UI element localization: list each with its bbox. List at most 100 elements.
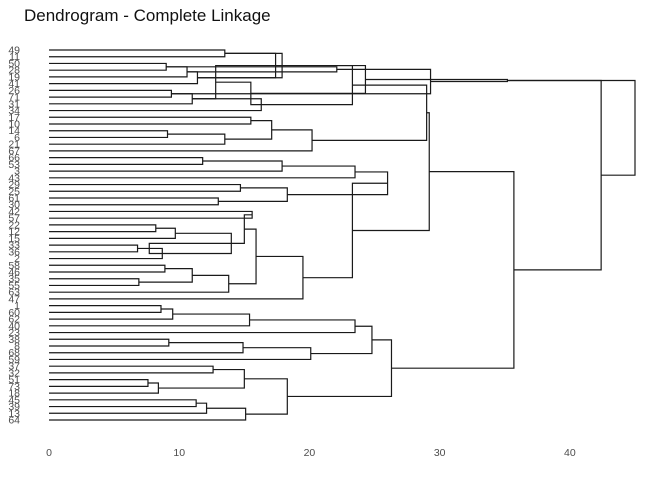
leaf-label: 73 [8,381,20,393]
leaf-label: 28 [8,65,20,77]
leaf-labels: 4911502819412671313417101462167665334329… [8,45,20,427]
merge-branch [49,247,163,260]
merge-branch [49,278,140,287]
leaf-label: 35 [8,273,20,285]
leaf-label: 22 [8,219,20,231]
leaf-label: 30 [8,199,20,211]
merge-branch [49,160,283,172]
leaf-label: 26 [8,85,20,97]
merge-branch [49,382,159,394]
merge-branch [49,399,197,408]
leaf-label: 59 [8,354,20,366]
leaf-label: 29 [8,179,20,191]
leaf-label: 32 [8,367,20,379]
merge-branch [49,224,157,233]
merge-branch [49,308,174,320]
leaf-label: 46 [8,267,20,279]
merge-branch [49,379,149,387]
leaf-label: 53 [8,159,20,171]
leaf-label: 11 [9,51,20,63]
leaf-label: 31 [8,98,20,110]
merge-branch [49,49,226,58]
merge-branch [166,66,338,73]
merge-branch [49,197,219,206]
merge-branch [49,71,199,85]
merge-branch [310,325,373,355]
leaf-label: 61 [8,193,20,205]
merge-branch [49,347,312,361]
leaf-label: 49 [8,45,20,57]
leaf-label: 18 [8,388,20,400]
merge-branch [49,244,139,253]
x-tick-label: 30 [434,447,446,459]
merge-branch [49,402,208,414]
merge-branch [49,165,356,179]
leaf-label: 66 [8,152,20,164]
leaf-label: 43 [8,172,20,184]
leaf-label: 68 [8,347,20,359]
leaf-label: 2 [14,253,20,265]
merge-branch [228,228,257,285]
leaf-label: 38 [8,334,20,346]
x-axis: 0 10 20 30 40 [46,447,576,459]
leaf-label: 34 [8,105,20,117]
merge-branch [148,242,232,255]
leaf-label: 64 [8,415,20,427]
merge-branch [49,157,204,165]
leaf-label: 8 [14,341,20,353]
leaf-label: 25 [8,186,20,198]
merge-branch [49,305,162,313]
leaf-label: 37 [8,361,20,373]
leaf-label: 71 [8,92,20,104]
leaf-label: 15 [8,233,20,245]
merge-branch [49,129,313,152]
merge-branch [391,171,515,369]
merge-branch [218,187,288,202]
chart-title: Dendrogram - Complete Linkage [24,6,271,25]
leaf-label: 47 [8,293,20,305]
merge-branch [49,319,356,334]
merge-branch [49,133,226,145]
leaf-label: 60 [8,307,20,319]
leaf-label: 51 [8,374,20,386]
leaf-label: 23 [8,327,20,339]
leaf-label: 42 [8,206,20,218]
merge-branch [49,342,244,354]
x-tick-label: 40 [564,447,576,459]
merge-branch [507,79,602,271]
merge-branch [49,93,193,105]
leaf-label: 55 [8,280,20,292]
x-tick-label: 20 [304,447,316,459]
merge-branch [49,365,214,374]
merge-branch [138,268,193,283]
leaf-label: 14 [8,125,20,137]
leaf-label: 6 [14,132,20,144]
merge-branch [49,116,252,125]
merge-branch [192,64,283,100]
leaf-label: 58 [8,260,20,272]
merge-branch [49,183,242,192]
merge-branch [49,407,247,421]
merge-branch [49,89,173,98]
merge-branch [49,255,304,300]
merge-branch [365,78,508,83]
merge-branch [49,62,167,71]
leaf-label: 41 [8,78,20,90]
merge-branch [49,98,262,112]
leaf-label: 33 [8,240,20,252]
leaf-label: 57 [8,213,20,225]
leaf-label: 3 [14,166,20,178]
leaf-label: 39 [8,401,20,413]
merge-branch [215,81,262,106]
leaf-label: 67 [8,145,20,157]
merge-branch [49,264,166,273]
leaf-label: 12 [8,226,20,238]
x-tick-label: 10 [173,447,185,459]
merge-branch [287,339,393,398]
leaf-label: 36 [8,246,20,258]
merge-branch [49,130,169,139]
leaf-label: 21 [8,139,20,151]
merge-branch [287,171,389,196]
merge-branch [312,84,428,141]
